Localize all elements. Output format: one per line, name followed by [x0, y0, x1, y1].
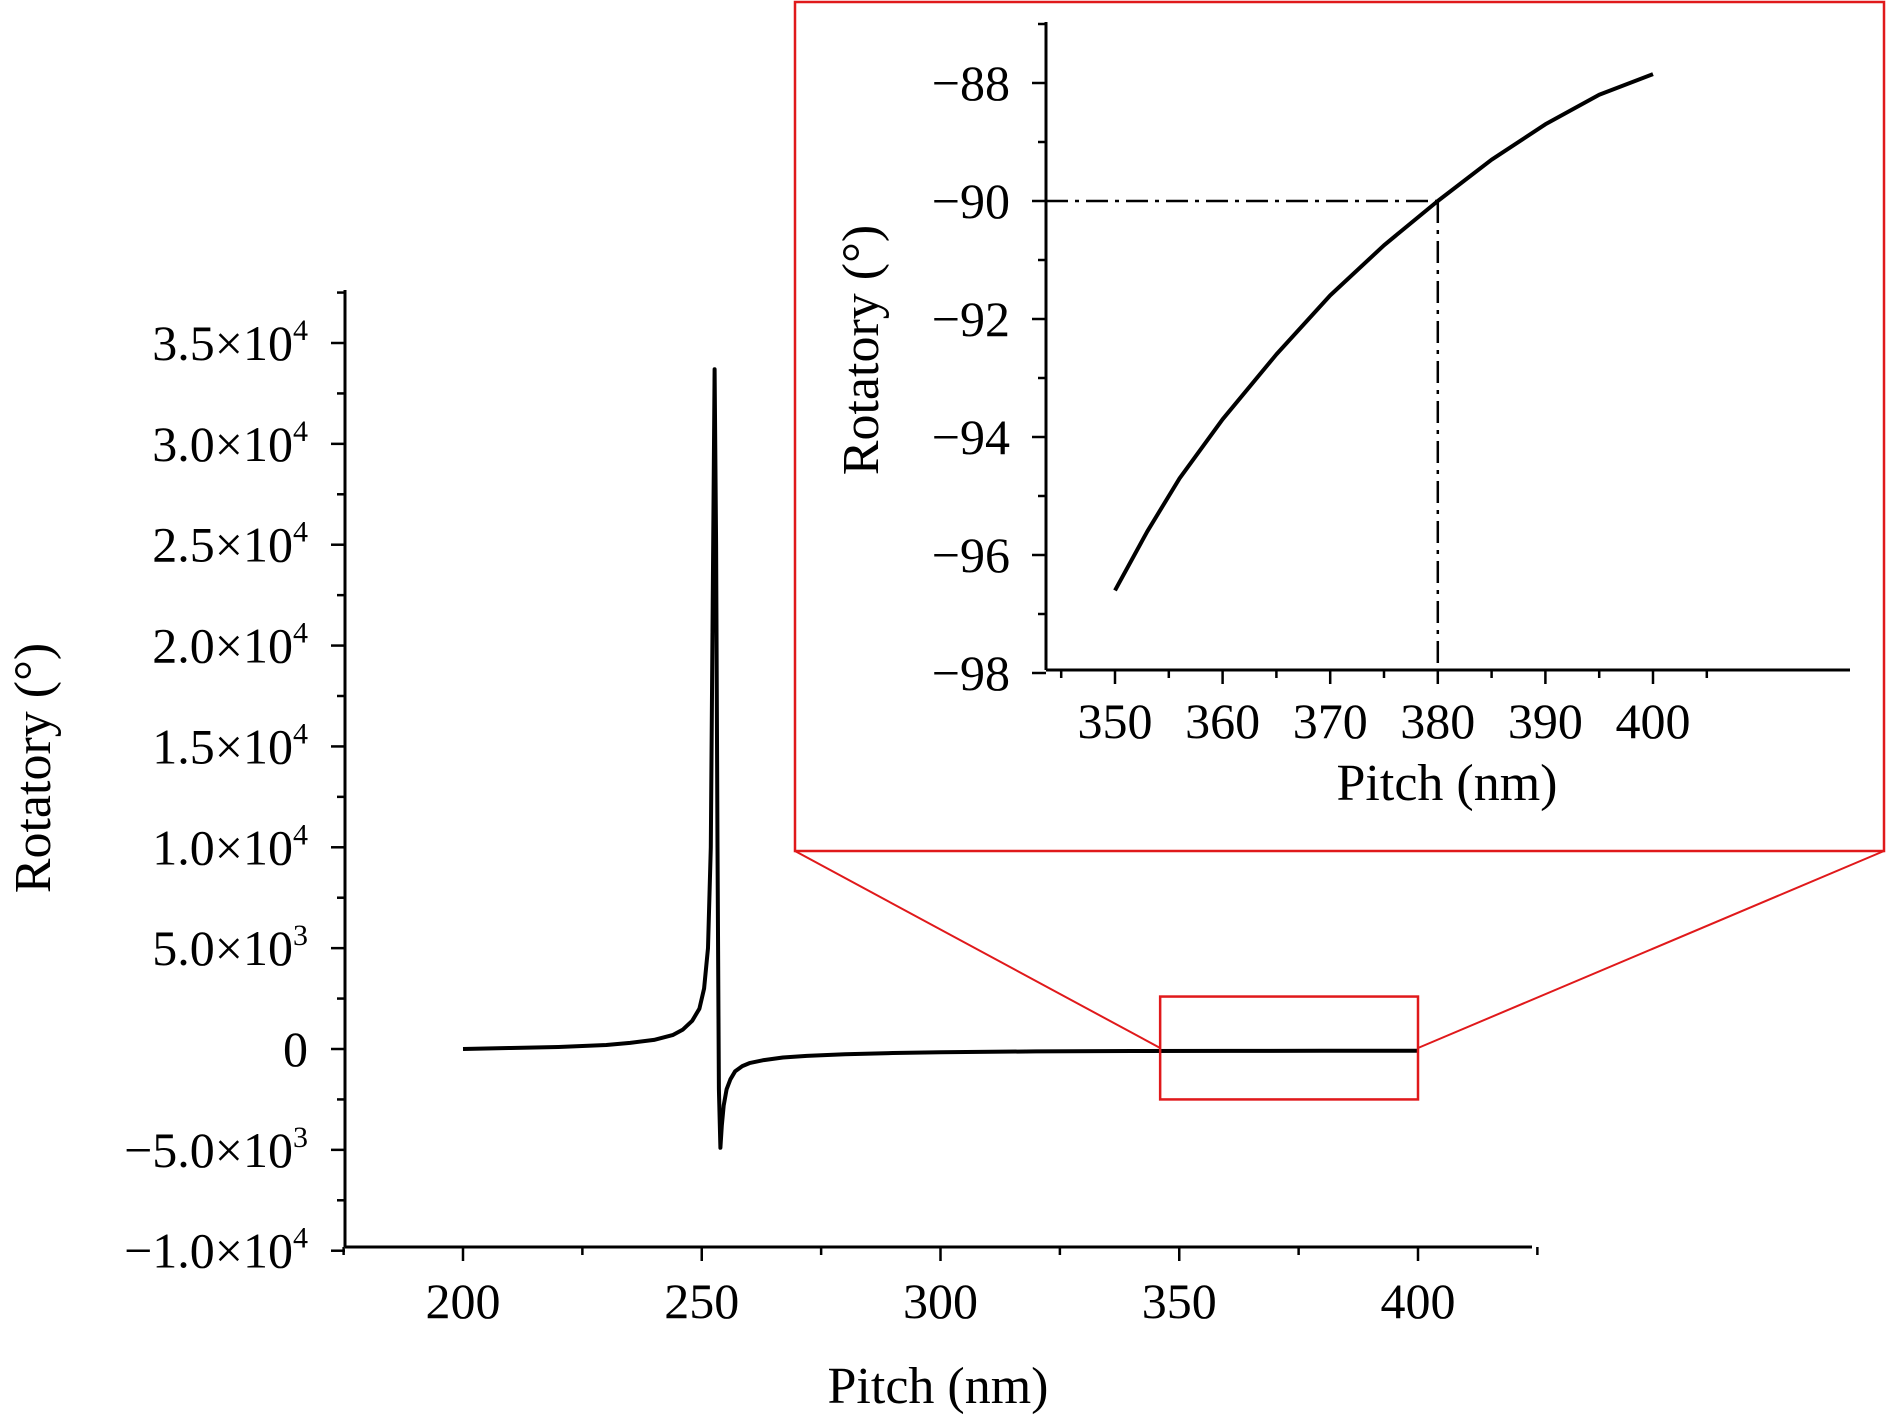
main-y-tick-label: 0 — [283, 1021, 308, 1077]
inset-y-tick-labels: −98 −96 −94 −92 −90 −88 — [932, 55, 1010, 701]
main-y-tick-label: 1.5×104 — [152, 717, 308, 774]
main-x-tick-label: 350 — [1142, 1273, 1217, 1329]
inset-y-axis-label: Rotatory (°) — [833, 225, 890, 475]
zoom-connector-right — [1417, 850, 1885, 1049]
main-y-tick-label: 3.5×104 — [152, 314, 308, 371]
main-x-tick-label: 250 — [664, 1273, 739, 1329]
zoom-region-box — [1158, 995, 1420, 1101]
main-y-tick-label: 2.0×104 — [152, 617, 308, 674]
inset-border — [793, 0, 1886, 853]
main-series-line — [462, 367, 1418, 1150]
inset-x-tick-label: 370 — [1293, 693, 1368, 749]
inset-x-tick-label: 350 — [1078, 693, 1153, 749]
main-x-axis-label: Pitch (nm) — [828, 1358, 1049, 1415]
inset-y-tick-label: −88 — [932, 55, 1010, 111]
inset-y-tick-label: −96 — [932, 527, 1010, 583]
inset-x-axis-label: Pitch (nm) — [1337, 755, 1558, 812]
main-axis-ticks — [331, 291, 1539, 1261]
main-y-tick-label: 5.0×103 — [152, 919, 308, 976]
inset-y-tick-label: −98 — [932, 645, 1010, 701]
main-x-tick-label: 300 — [903, 1273, 978, 1329]
inset-x-tick-label: 390 — [1508, 693, 1583, 749]
main-y-tick-label: −1.0×104 — [124, 1222, 308, 1279]
inset-y-tick-label: −90 — [932, 173, 1010, 229]
main-y-tick-label: 3.0×104 — [152, 415, 308, 472]
inset-x-tick-label: 400 — [1616, 693, 1691, 749]
main-y-axis-label: Rotatory (°) — [5, 643, 62, 893]
inset-chart: 350 360 370 380 390 400 −98 −96 −94 −92 −90 −88 Pi… — [793, 0, 1886, 853]
main-chart: 200 250 300 350 400 −1.0×104 −5.0×103 0 5.0×103… — [5, 290, 1539, 1415]
inset-x-tick-label: 380 — [1400, 693, 1475, 749]
inset-series-line — [1113, 72, 1654, 592]
inset-y-tick-label: −94 — [932, 409, 1010, 465]
main-y-tick-labels: −1.0×104 −5.0×103 0 5.0×103 1.0×104 1.5×104 2.… — [124, 314, 308, 1279]
main-x-tick-label: 400 — [1381, 1273, 1456, 1329]
main-y-tick-label: 2.5×104 — [152, 516, 308, 573]
inset-x-tick-labels: 350 360 370 380 390 400 — [1078, 693, 1691, 749]
inset-y-tick-label: −92 — [932, 291, 1010, 347]
zoom-connector-left — [794, 850, 1161, 1049]
main-y-tick-label: −5.0×103 — [124, 1121, 308, 1178]
main-x-tick-label: 200 — [426, 1273, 501, 1329]
inset-axis-ticks — [1032, 22, 1709, 684]
main-x-tick-labels: 200 250 300 350 400 — [426, 1273, 1456, 1329]
main-y-tick-label: 1.0×104 — [152, 818, 308, 875]
inset-x-tick-label: 360 — [1185, 693, 1260, 749]
